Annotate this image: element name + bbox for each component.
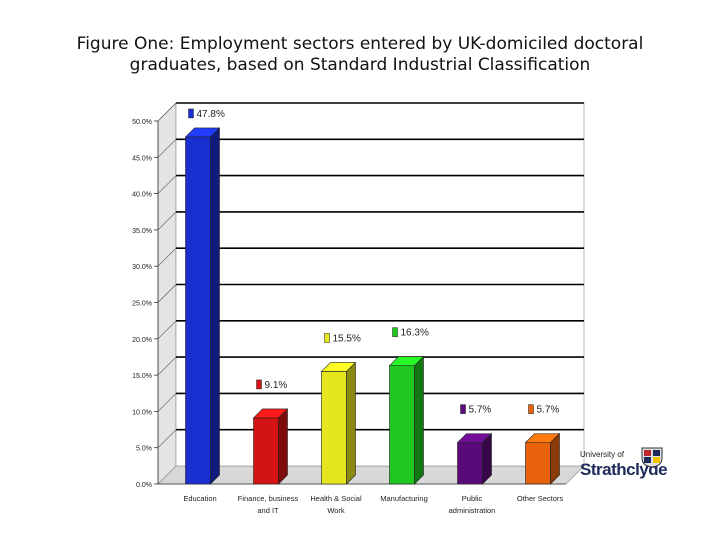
gridline-side <box>157 247 177 267</box>
gridline-side <box>157 429 177 448</box>
x-tick-label: Manufacturing <box>380 494 428 503</box>
bar <box>252 408 289 485</box>
data-label: 9.1% <box>265 380 288 391</box>
gridline-side <box>157 320 177 340</box>
x-tick-label: and IT <box>257 506 279 515</box>
bar-front <box>253 417 279 485</box>
gridline-side <box>157 284 177 303</box>
university-logo: University of Strathclyde <box>580 446 690 496</box>
data-label: 47.8% <box>197 109 225 120</box>
gridline-side <box>157 356 177 376</box>
data-label: 15.5% <box>333 333 361 344</box>
y-tick-label: 15.0% <box>132 373 152 380</box>
data-label-key <box>392 327 398 337</box>
y-tick-label: 40.0% <box>132 192 152 199</box>
x-tick-label: Work <box>327 506 345 515</box>
y-tick-label: 10.0% <box>132 409 152 416</box>
y-tick-label: 30.0% <box>132 264 152 271</box>
chart-title-line-1: Figure One: Employment sectors entered b… <box>76 34 644 54</box>
x-tick-label: Health & Social <box>310 494 362 503</box>
x-tick-label: Other Sectors <box>517 494 564 503</box>
x-tick-label: Finance, business <box>238 494 299 503</box>
data-label: 5.7% <box>537 405 560 416</box>
bar-side <box>550 432 560 485</box>
gridline-side <box>157 393 177 412</box>
bar-front <box>457 442 483 485</box>
bar <box>388 355 425 485</box>
bar <box>456 432 493 485</box>
bar-side <box>210 127 220 485</box>
bar-side <box>414 355 424 485</box>
y-tick-label: 50.0% <box>132 119 152 126</box>
x-tick-label: administration <box>449 506 496 515</box>
chart-title-line-2: graduates, based on Standard Industrial … <box>129 55 591 75</box>
bar-front <box>185 136 211 485</box>
bar-side <box>346 361 356 485</box>
crest-icon <box>641 447 663 468</box>
data-label-key <box>460 404 466 414</box>
bar-front <box>321 371 347 485</box>
data-label-key <box>324 333 330 343</box>
bar <box>524 432 561 485</box>
logo-text-university-of: University of <box>580 450 625 459</box>
chart-title: Figure One: Employment sectors entered b… <box>0 34 720 76</box>
chart-floor <box>157 465 585 485</box>
data-label: 16.3% <box>401 328 429 339</box>
gridline-side <box>157 175 177 194</box>
bar-front <box>389 365 415 485</box>
x-tick-label: Education <box>183 494 216 503</box>
y-tick-label: 20.0% <box>132 337 152 344</box>
y-tick-label: 45.0% <box>132 155 152 162</box>
data-label-key <box>188 108 194 119</box>
y-tick-label: 25.0% <box>132 301 152 308</box>
bar-side <box>278 408 288 485</box>
x-tick-label: Public <box>462 494 483 503</box>
bar-front <box>525 442 551 485</box>
gridline-side <box>157 102 177 122</box>
y-tick-label: 5.0% <box>136 446 152 453</box>
y-tick-label: 0.0% <box>136 482 152 489</box>
bar <box>184 127 221 485</box>
bar-side <box>482 432 492 485</box>
y-tick-label: 35.0% <box>132 228 152 235</box>
data-label: 5.7% <box>469 405 492 416</box>
gridline-side <box>157 211 177 231</box>
data-label-key <box>256 379 262 390</box>
bar <box>320 361 357 485</box>
gridline-side <box>157 139 177 158</box>
data-label-key <box>528 404 534 414</box>
